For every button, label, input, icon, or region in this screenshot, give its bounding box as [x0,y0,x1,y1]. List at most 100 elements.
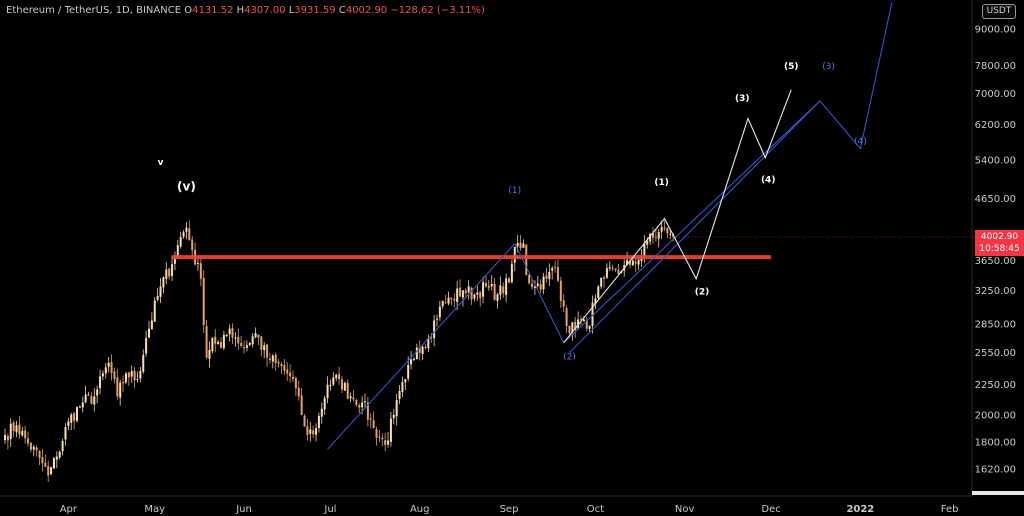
candle [148,320,150,339]
candle [594,294,597,310]
candle [303,414,306,427]
candle [116,368,119,400]
candle [329,379,332,391]
candle [234,332,237,347]
candle [142,349,145,374]
candle [657,228,660,248]
candle [12,420,15,437]
candle [669,229,672,240]
candle [484,275,487,288]
candle [441,300,444,309]
y-tick-label: 7000.00 [975,89,1016,100]
candle [50,466,53,476]
candle [196,258,199,271]
candle [323,395,326,415]
candle [133,367,136,389]
candle [222,330,225,351]
candle [202,270,205,333]
candle [496,292,499,309]
candle [153,296,156,322]
candle [70,412,73,431]
candle [649,232,652,246]
candle [208,341,211,368]
candle [93,388,96,412]
y-tick-label: 2550.00 [975,348,1016,359]
candle [608,261,611,271]
candle [499,276,502,300]
candle [565,305,568,333]
candle [124,371,127,385]
x-tick-label: Dec [761,504,780,515]
candle [320,402,323,424]
candle [309,421,312,442]
candle [107,356,110,373]
candle [444,294,447,304]
change-value: −128.62 (−3.11%) [390,5,485,16]
candle [205,319,208,360]
candle [585,316,588,332]
candle [90,392,93,405]
candle [666,227,669,239]
candle [332,372,335,387]
candle [562,294,565,313]
candle [38,450,41,466]
candle [375,426,378,446]
candle [173,251,176,271]
candle [338,366,341,385]
x-tick-label: Sep [500,504,519,515]
wave-label: (5) [784,62,799,72]
candle [122,375,125,392]
candle [315,423,318,442]
candle [467,280,470,300]
close-value: 4002.90 [345,5,388,16]
candle [280,361,283,375]
candle [551,265,554,280]
candle [6,433,9,450]
candle [243,340,246,354]
candle [611,264,614,272]
wave-label: (1) [508,186,521,196]
candle [254,327,257,339]
candle [461,290,464,307]
candle [355,398,358,407]
candle [358,403,361,414]
candle [533,280,536,295]
candle [292,370,294,382]
candle [274,352,277,371]
candle [456,281,459,311]
candle [346,379,349,400]
axis-scroll-strip [972,491,1024,495]
candle [545,267,548,283]
last-price-tag: 4002.90 10:58:45 [975,230,1024,256]
y-tick-label: 9000.00 [975,25,1016,36]
candle [87,391,90,396]
candle [340,376,343,394]
candle [245,340,248,352]
candle [78,405,81,408]
candle [286,362,289,381]
candle [335,373,338,382]
bar-countdown: 10:58:45 [979,244,1020,254]
candle [104,362,107,379]
candle [119,379,122,406]
candle [297,380,300,401]
candle [634,257,637,273]
candle [476,285,479,301]
currency-badge[interactable]: USDT [982,4,1016,19]
high-value: 4307.00 [244,5,286,16]
candle [27,431,30,447]
low-value: 3931.59 [294,5,336,16]
candle [47,460,50,483]
candle [470,286,473,305]
candle [369,413,372,429]
y-tick-label: 2000.00 [975,410,1016,421]
x-tick-label: Oct [587,504,604,515]
candle [427,334,430,353]
x-tick-label: Jul [323,504,336,515]
candle [493,277,496,301]
candle [150,312,153,330]
candle [519,235,522,251]
candle [277,359,280,368]
candle [29,442,32,453]
